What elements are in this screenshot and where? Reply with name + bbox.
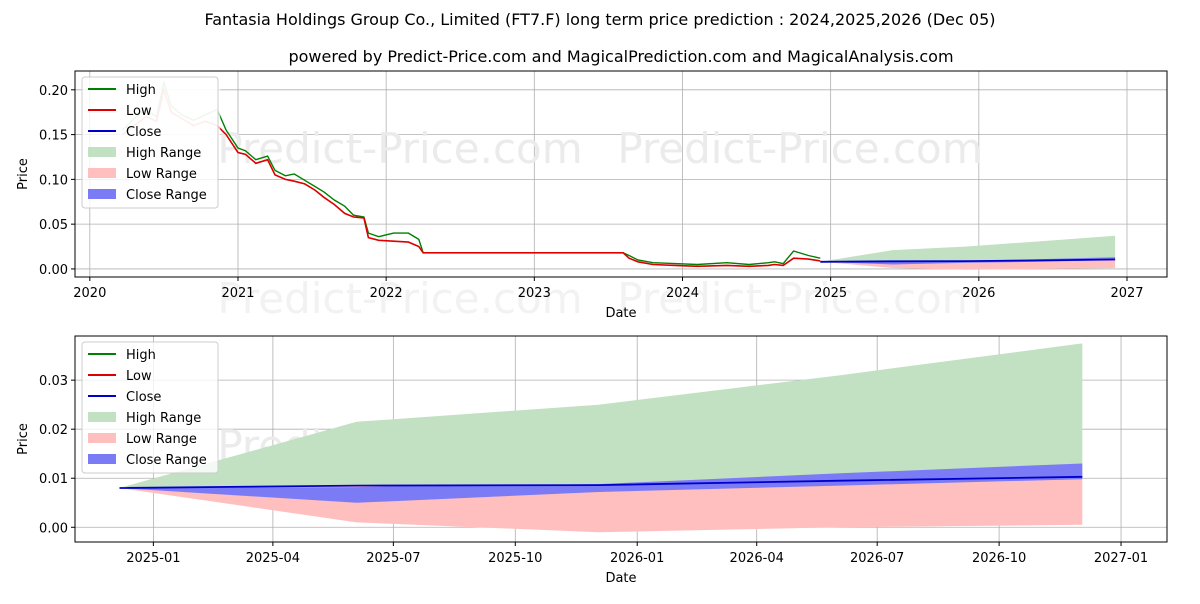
x-tick-label: 2024 xyxy=(666,286,699,301)
y-tick-label: 0.00 xyxy=(39,521,68,536)
plot-frame xyxy=(74,70,1168,278)
chart-subtitle: powered by Predict-Price.com and Magical… xyxy=(288,47,953,66)
legend-label: High Range xyxy=(126,411,201,426)
legend-label: Low Range xyxy=(126,432,197,447)
x-tick-label: 2027-01 xyxy=(1094,551,1148,566)
x-axis-label: Date xyxy=(605,306,636,321)
legend-label: Low Range xyxy=(126,167,197,182)
legend-label: Low xyxy=(126,104,152,119)
x-tick-label: 2025-04 xyxy=(246,551,300,566)
x-tick-label: 2026-04 xyxy=(730,551,784,566)
x-tick-label: 2026-07 xyxy=(850,551,904,566)
y-axis-label: Price xyxy=(16,423,31,455)
close-line xyxy=(820,258,1116,263)
x-tick-label: 2020 xyxy=(73,286,106,301)
legend-label: Close xyxy=(126,125,161,140)
legend-swatch xyxy=(88,412,116,422)
legend-swatch xyxy=(88,168,116,178)
y-axis-label: Price xyxy=(16,158,31,190)
legend-label: Close xyxy=(126,390,161,405)
legend-label: Close Range xyxy=(126,188,207,203)
plot-frame xyxy=(74,335,1168,543)
close-range-area xyxy=(119,463,1083,503)
x-tick-label: 2021 xyxy=(221,286,254,301)
legend-label: Low xyxy=(126,369,152,384)
y-tick-label: 0.10 xyxy=(39,173,68,188)
legend-swatch xyxy=(88,189,116,199)
legend-swatch xyxy=(88,454,116,464)
chart-title: Fantasia Holdings Group Co., Limited (FT… xyxy=(205,10,996,29)
top-panel: Predict-Price.com Predict-Price.com Predic… xyxy=(16,70,1168,323)
y-tick-label: 0.01 xyxy=(39,472,68,487)
y-tick-label: 0.02 xyxy=(39,423,68,438)
legend-swatch xyxy=(88,147,116,157)
bottom-panel: Predict-Price.comPredict-Price.com2025-0… xyxy=(16,335,1168,586)
close-line xyxy=(119,475,1083,489)
legend-label: Close Range xyxy=(126,453,207,468)
y-tick-label: 0.00 xyxy=(39,263,68,278)
x-tick-label: 2025-10 xyxy=(488,551,542,566)
legend-swatch xyxy=(88,433,116,443)
y-tick-label: 0.15 xyxy=(39,129,68,144)
x-tick-label: 2025-01 xyxy=(126,551,180,566)
y-tick-label: 0.05 xyxy=(39,218,68,233)
high-range-area xyxy=(119,343,1083,488)
x-tick-label: 2025 xyxy=(814,286,847,301)
legend-label: High xyxy=(126,348,156,363)
x-tick-label: 2026 xyxy=(962,286,995,301)
x-tick-label: 2026-10 xyxy=(972,551,1026,566)
watermark: Predict-Price.com xyxy=(217,274,582,323)
y-tick-label: 0.03 xyxy=(39,374,68,389)
watermark: Predict-Price.com xyxy=(617,124,982,173)
watermark: Predict-Price.com xyxy=(217,124,582,173)
x-axis-label: Date xyxy=(605,571,636,586)
x-tick-label: 2023 xyxy=(518,286,551,301)
watermark: Predict-Price.com xyxy=(617,274,982,323)
legend-label: High Range xyxy=(126,146,201,161)
high-range-area xyxy=(820,235,1116,262)
x-tick-label: 2026-01 xyxy=(610,551,664,566)
y-tick-label: 0.20 xyxy=(39,84,68,99)
high-line xyxy=(121,79,821,266)
low-line xyxy=(121,86,821,268)
x-tick-label: 2025-07 xyxy=(366,551,420,566)
x-tick-label: 2027 xyxy=(1110,286,1143,301)
x-tick-label: 2022 xyxy=(370,286,403,301)
legend-label: High xyxy=(126,83,156,98)
